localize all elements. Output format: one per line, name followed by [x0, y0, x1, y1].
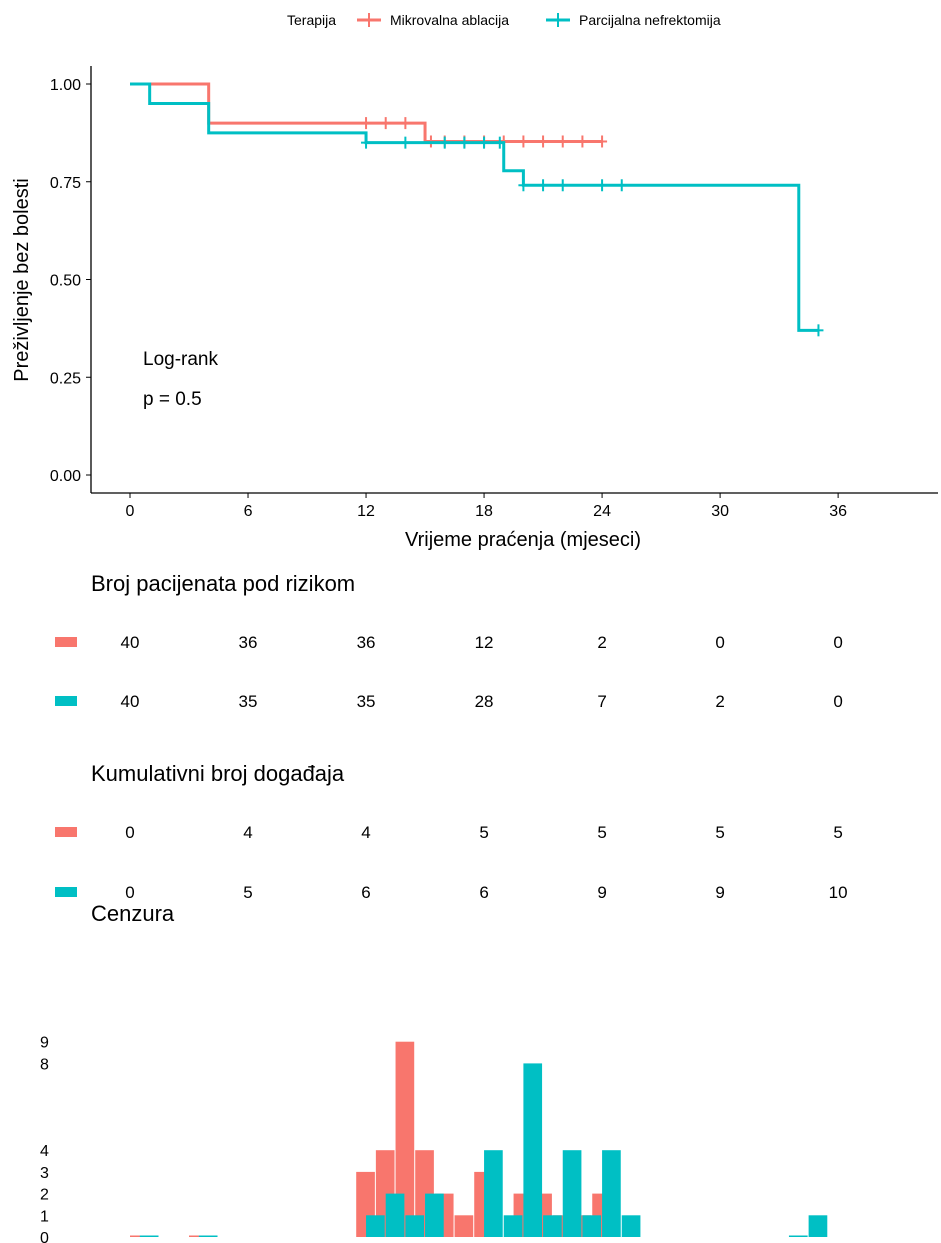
table-cell: 40	[121, 692, 140, 711]
risk-table: Broj pacijenata pod rizikom 40 36 36 12 2 0 04…	[55, 571, 843, 711]
censor-bar	[425, 1193, 444, 1237]
row-color-key	[55, 696, 77, 706]
table-cell: 9	[715, 883, 724, 902]
events-table: Kumulativni broj događaja 0 4 4 5 5 5 5 0 5 6 6 9 9 1…	[55, 761, 848, 902]
table-cell: 0	[715, 633, 724, 652]
censor-y-tick-label: 9	[40, 1035, 49, 1052]
censor-bar-zero	[788, 1235, 808, 1237]
x-axis-label: Vrijeme praćenja (mjeseci)	[405, 529, 641, 551]
censor-bar	[503, 1215, 523, 1237]
censor-y-tick-label: 4	[40, 1143, 49, 1160]
censor-title: Cenzura	[91, 901, 175, 926]
censor-bar	[484, 1150, 503, 1237]
censor-y-tick-label: 3	[40, 1165, 49, 1182]
censor-bar	[523, 1063, 543, 1237]
censor-y-tick-label: 0	[40, 1230, 49, 1243]
table-cell: 4	[243, 823, 252, 842]
table-cell: 5	[597, 823, 606, 842]
censor-y-tick-label: 2	[40, 1187, 49, 1204]
censor-bar	[621, 1215, 641, 1237]
censor-bar-zero	[189, 1235, 208, 1237]
y-tick-label: 0.00	[50, 468, 81, 485]
table-cell: 36	[357, 633, 376, 652]
censor-bar	[543, 1215, 562, 1237]
censor-bar	[366, 1215, 385, 1237]
y-tick-label: 0.75	[50, 175, 81, 192]
events-table-title: Kumulativni broj događaja	[91, 761, 345, 786]
x-tick-label: 30	[711, 503, 729, 520]
x-ticks: 0 6 12 18 24 30 36	[126, 493, 847, 520]
x-tick-label: 18	[475, 503, 493, 520]
y-axis-label: Preživljenje bez bolesti	[11, 178, 33, 381]
table-cell: 0	[833, 692, 842, 711]
row-color-key	[55, 827, 77, 837]
table-cell: 5	[715, 823, 724, 842]
x-tick-label: 6	[244, 503, 253, 520]
table-cell: 5	[479, 823, 488, 842]
table-cell: 36	[239, 633, 258, 652]
censor-bar	[454, 1215, 474, 1237]
survival-curve-nephrectomy	[130, 82, 819, 332]
censor-bar	[395, 1041, 415, 1237]
table-cell: 2	[597, 633, 606, 652]
table-cell: 6	[361, 883, 370, 902]
table-cell: 5	[243, 883, 252, 902]
table-cell: 35	[357, 692, 376, 711]
y-tick-label: 0.25	[50, 370, 81, 387]
legend-label-nephrectomy: Parcijalna nefrektomija	[579, 12, 721, 28]
risk-table-title: Broj pacijenata pod rizikom	[91, 571, 355, 596]
table-cell: 0	[125, 883, 134, 902]
legend-title: Terapija	[287, 12, 336, 28]
table-cell: 35	[239, 692, 258, 711]
y-tick-label: 1.00	[50, 77, 81, 94]
table-cell: 9	[597, 883, 606, 902]
row-color-key	[55, 887, 77, 897]
table-cell: 0	[833, 633, 842, 652]
x-tick-label: 0	[126, 503, 135, 520]
table-cell: 4	[361, 823, 370, 842]
censor-bar-zero	[139, 1235, 159, 1237]
events-table-rows: 0 4 4 5 5 5 5 0 5 6 6 9 9 10	[55, 823, 848, 902]
censor-bar	[808, 1215, 828, 1237]
censor-bar-zero	[130, 1235, 149, 1237]
censor-histogram: Cenzura 0 1 2 3 4 8 9	[40, 901, 828, 1243]
table-cell: 6	[479, 883, 488, 902]
survival-curves	[130, 82, 824, 337]
table-cell: 0	[125, 823, 134, 842]
table-cell: 28	[475, 692, 494, 711]
censor-bar-zero	[198, 1235, 218, 1237]
censor-bar	[562, 1150, 582, 1237]
censor-bar	[582, 1215, 602, 1237]
row-color-key	[55, 637, 77, 647]
legend-key-nephrectomy	[546, 13, 570, 27]
risk-table-rows: 40 36 36 12 2 0 0 40 35 35 28 7 2 0	[55, 633, 843, 711]
censor-y-tick-label: 1	[40, 1208, 49, 1225]
logrank-label: Log-rank	[143, 349, 218, 370]
legend-label-ablation: Mikrovalna ablacija	[390, 12, 509, 28]
x-tick-label: 12	[357, 503, 375, 520]
table-cell: 7	[597, 692, 606, 711]
table-cell: 10	[829, 883, 848, 902]
table-cell: 5	[833, 823, 842, 842]
censor-y-tick-label: 8	[40, 1056, 49, 1073]
x-tick-label: 24	[593, 503, 611, 520]
legend: Terapija Mikrovalna ablacija Parcijalna …	[287, 12, 721, 28]
y-tick-label: 0.50	[50, 273, 81, 290]
km-plot: 0.00 0.25 0.50 0.75 1.00 0 6 12 18 24 30 36 Preživ…	[11, 66, 938, 551]
censor-bar	[385, 1193, 405, 1237]
censor-bars	[130, 1041, 828, 1237]
censor-bar	[602, 1150, 621, 1237]
legend-key-ablation	[357, 13, 381, 27]
table-cell: 40	[121, 633, 140, 652]
pvalue-label: p = 0.5	[143, 389, 202, 410]
censor-y-ticks: 0 1 2 3 4 8 9	[40, 1035, 49, 1243]
table-cell: 12	[475, 633, 494, 652]
censor-bar	[405, 1215, 425, 1237]
table-cell: 2	[715, 692, 724, 711]
x-tick-label: 36	[829, 503, 847, 520]
y-ticks: 0.00 0.25 0.50 0.75 1.00	[50, 77, 91, 485]
